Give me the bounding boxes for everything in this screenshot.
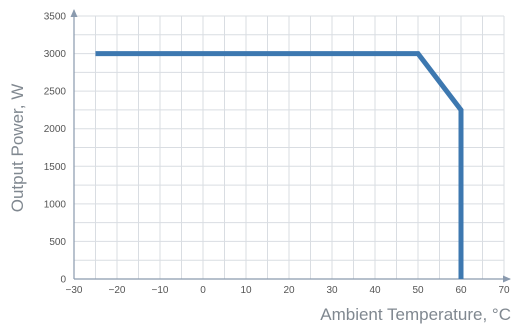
x-axis-arrow bbox=[503, 275, 511, 283]
y-tick-label: 1000 bbox=[44, 199, 67, 210]
series-group bbox=[95, 51, 464, 279]
x-tick-label: 50 bbox=[412, 285, 424, 296]
x-tick-label: −10 bbox=[152, 285, 169, 296]
y-tick-label: 0 bbox=[60, 275, 66, 286]
axes bbox=[70, 9, 511, 283]
x-tick-label: −30 bbox=[66, 285, 83, 296]
y-tick-label: 2000 bbox=[44, 124, 67, 135]
x-tick-label: 30 bbox=[326, 285, 338, 296]
y-tick-label: 2500 bbox=[44, 87, 67, 98]
y-tick-label: 3000 bbox=[44, 49, 67, 60]
x-tick-label: 20 bbox=[283, 285, 295, 296]
x-tick-label: 10 bbox=[240, 285, 252, 296]
series-line bbox=[95, 51, 464, 279]
x-tick-label: −20 bbox=[109, 285, 126, 296]
x-tick-label: 40 bbox=[369, 285, 381, 296]
x-tick-label: 70 bbox=[498, 285, 510, 296]
y-tick-label: 500 bbox=[49, 237, 66, 248]
y-tick-label: 1500 bbox=[44, 162, 67, 173]
x-tick-label: 0 bbox=[200, 285, 206, 296]
x-tick-label: 60 bbox=[455, 285, 467, 296]
grid bbox=[74, 15, 505, 279]
y-tick-label: 3500 bbox=[44, 12, 67, 23]
x-axis-title: Ambient Temperature, °C bbox=[320, 305, 511, 324]
y-axis-title: Output Power, W bbox=[8, 84, 27, 213]
tick-labels: 0 500 1000 1500 2000 2500 3000 3500 −30 −20 −10 0 10… bbox=[44, 12, 510, 297]
y-axis-arrow bbox=[70, 9, 78, 17]
